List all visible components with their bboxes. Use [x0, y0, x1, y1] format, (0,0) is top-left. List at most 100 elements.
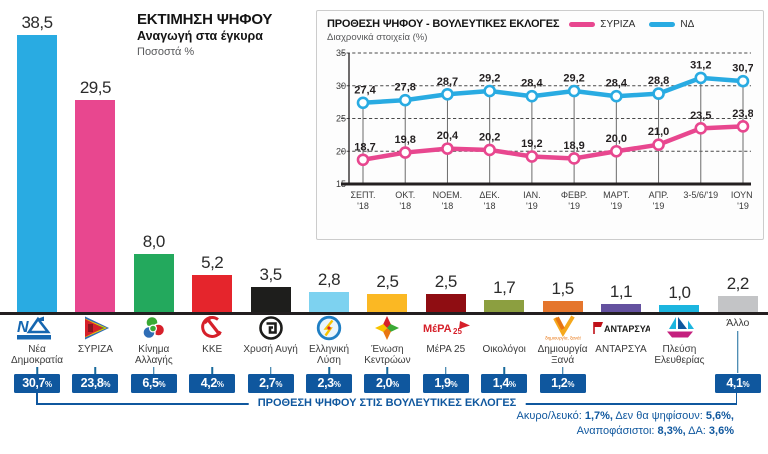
kinal-logo-icon: [125, 314, 183, 342]
bar-chart-title-block: ΕΚΤΙΜΗΣΗ ΨΗΦΟΥ Αναγωγή στα έγκυρα Ποσοστ…: [137, 12, 272, 58]
party-value-label: 8,0: [142, 232, 166, 251]
svg-text:27,4: 27,4: [354, 84, 376, 96]
bracket-label: ΠΡΟΘΕΣΗ ΨΗΦΟΥ ΣΤΙΣ ΒΟΥΛΕΥΤΙΚΕΣ ΕΚΛΟΓΕΣ: [248, 396, 526, 410]
footnote-segment: 8,3%,: [657, 425, 686, 437]
badge-connector-line: [211, 366, 213, 374]
svg-text:Ν: Ν: [17, 319, 29, 336]
party-value-label: 2,5: [434, 272, 458, 291]
party-badge: 2,7%: [247, 374, 294, 393]
party-column: 2,2 Άλλο 4,1%: [709, 0, 767, 454]
party-column: 1,1 ΑΝΤΑΡΣΥΑ. ΑΝΤΑΡΣΥΑ: [592, 0, 650, 454]
footnote-segment: 1,7%,: [584, 410, 613, 422]
party-name: ΣΥΡΙΖΑ: [77, 344, 113, 355]
svg-text:28,7: 28,7: [437, 76, 458, 88]
svg-text:18,9: 18,9: [563, 140, 584, 152]
line-chart-title: ΠΡΟΘΕΣΗ ΨΗΦΟΥ - ΒΟΥΛΕΥΤΙΚΕΣ ΕΚΛΟΓΕΣ: [327, 18, 560, 30]
party-badge: 2,0%: [364, 374, 411, 393]
footnote-line-1: Ακυρο/λευκό: 1,7%, Δεν θα ψηφίσουν: 5,6%…: [404, 409, 734, 424]
party-badge: 2,3%: [306, 374, 352, 393]
mera-logo-icon: ΜέΡΑ 25: [417, 314, 475, 342]
svg-text:25: 25: [336, 114, 346, 124]
svg-text:ΙΟΥΝ.: ΙΟΥΝ.: [731, 190, 753, 200]
line-chart-header: ΠΡΟΘΕΣΗ ΨΗΦΟΥ - ΒΟΥΛΕΥΤΙΚΕΣ ΕΚΛΟΓΕΣ ΣΥΡΙ…: [327, 18, 753, 30]
party-bar: [425, 294, 466, 312]
svg-text:'18: '18: [357, 201, 369, 211]
svg-text:15: 15: [336, 179, 346, 189]
svg-text:'19: '19: [737, 201, 749, 211]
line-chart-panel: ΠΡΟΘΕΣΗ ΨΗΦΟΥ - ΒΟΥΛΕΥΤΙΚΕΣ ΕΚΛΟΓΕΣ ΣΥΡΙ…: [316, 10, 764, 240]
badge-connector-line: [328, 366, 330, 374]
svg-text:ΜέΡΑ: ΜέΡΑ: [423, 323, 452, 335]
party-badge: 6,5%: [130, 374, 177, 393]
bracket-left-connector: [36, 393, 38, 404]
legend-swatch-icon: [569, 21, 596, 27]
party-bar: [367, 294, 408, 312]
svg-text:ΑΠΡ.: ΑΠΡ.: [649, 190, 669, 200]
footnote-line-2: Αναποφάσιστοι: 8,3%, ΔΑ: 3,6%: [404, 424, 734, 439]
party-column: 2,5 Ένωση Κεντρώων 2,0%: [358, 0, 416, 454]
party-column: 3,5 Χρυσή Αυγή 2,7%: [242, 0, 300, 454]
party-value-label: 5,2: [201, 253, 224, 272]
badge-connector-line: [269, 366, 272, 374]
badge-connector-line: [386, 366, 389, 374]
svg-text:20,2: 20,2: [479, 131, 500, 143]
party-bar: [17, 35, 57, 312]
party-name: Κίνημα Αλλαγής: [134, 344, 173, 366]
svg-text:'19: '19: [653, 201, 665, 211]
party-column: 8,0 Κίνημα Αλλαγής 6,5%: [125, 0, 183, 454]
party-value-label: 2,2: [726, 274, 750, 293]
party-name: Δημιουργία Ξανά: [537, 344, 588, 366]
bar-chart-unit-label: Ποσοστά %: [137, 45, 195, 58]
party-value-label: 2,8: [317, 270, 341, 289]
footnote-segment: Ακυρο/λευκό:: [516, 410, 585, 422]
party-column: 1,7 Οικολόγοι 1,4%: [475, 0, 533, 454]
svg-text:25: 25: [453, 327, 462, 336]
dx-logo-icon: δημιουργία, ξανά!: [534, 314, 592, 342]
party-bar: [192, 275, 233, 312]
legend-swatch-icon: [649, 21, 676, 27]
svg-text:31,2: 31,2: [690, 59, 711, 71]
footnote-segment: Αναποφάσιστοι:: [576, 425, 658, 437]
pe-logo-icon: [650, 314, 708, 342]
ant-logo-icon: ΑΝΤΑΡΣΥΑ.: [592, 314, 650, 342]
party-column: 5,2 ΚΚΕ 4,2%: [183, 0, 241, 454]
party-name: Άλλο: [726, 317, 750, 329]
svg-text:ΟΚΤ.: ΟΚΤ.: [395, 190, 415, 200]
party-name: Νέα Δημοκρατία: [11, 344, 63, 366]
nd-logo-icon: Ν: [8, 314, 66, 342]
party-badge: 4,1%: [714, 374, 761, 393]
party-name: Χρυσή Αυγή: [243, 344, 298, 355]
svg-text:20,4: 20,4: [437, 130, 459, 142]
svg-text:28,4: 28,4: [606, 78, 628, 90]
ek-logo-icon: [358, 314, 416, 342]
svg-text:'19: '19: [568, 201, 580, 211]
party-bar: [542, 301, 583, 312]
party-bar: [484, 300, 525, 312]
svg-text:21,0: 21,0: [648, 126, 669, 138]
party-column: 29,5 ΣΥΡΙΖΑ 23,8%: [66, 0, 124, 454]
party-value-label: 1,0: [668, 283, 691, 302]
bracket-right-connector: [735, 393, 737, 404]
svg-text:ΑΝΤΑΡΣΥΑ.: ΑΝΤΑΡΣΥΑ.: [604, 324, 650, 334]
svg-text:20,0: 20,0: [606, 133, 627, 145]
badge-connector-line: [561, 366, 564, 374]
legend-label: ΝΔ: [680, 18, 695, 30]
line-chart-legend: ΣΥΡΙΖΑ ΝΔ: [569, 19, 708, 30]
legend-item-syriza: ΣΥΡΙΖΑ: [569, 19, 635, 30]
party-badge: 1,9%: [422, 374, 469, 393]
legend-item-nd: ΝΔ: [649, 19, 694, 30]
party-bar: [717, 296, 758, 312]
svg-text:35: 35: [336, 48, 346, 58]
line-chart-plot: 35 30 25 20 15 18,7 19,8 20,4 20,2 19,2 18,9 20,0 21…: [336, 48, 755, 211]
party-name: ΚΚΕ: [202, 344, 223, 355]
party-name: Ένωση Κεντρώων: [364, 344, 411, 366]
svg-text:ΜΑΡΤ.: ΜΑΡΤ.: [603, 190, 630, 200]
party-name: Πλεύση Ελευθερίας: [654, 344, 705, 366]
party-column: 38,5 Ν Νέα Δημοκρατία 30,7%: [8, 0, 66, 454]
party-value-label: 29,5: [79, 78, 112, 97]
svg-text:23,8: 23,8: [732, 108, 753, 120]
svg-text:ΦΕΒΡ.: ΦΕΒΡ.: [561, 190, 588, 200]
xa-logo-icon: [242, 314, 300, 342]
svg-text:18,7: 18,7: [354, 141, 375, 153]
